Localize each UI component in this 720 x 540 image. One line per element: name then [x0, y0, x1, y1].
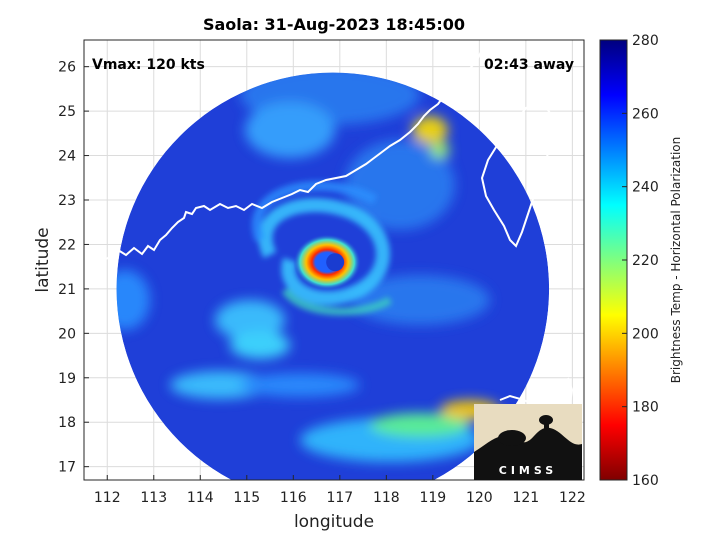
x-tick-label: 122 — [559, 490, 586, 506]
colorbar-label: Brightness Temp - Horizontal Polarizatio… — [669, 137, 683, 384]
spiral-band — [252, 180, 393, 316]
colorbar: 160 180 200 220 240 260 280 Brightness Temp - … — [599, 33, 683, 489]
colorbar-tick-label: 280 — [632, 33, 659, 49]
y-tick-labels: 17 18 19 20 21 22 23 24 25 26 — [58, 60, 89, 476]
logo-dish — [498, 430, 526, 446]
y-tick-label: 18 — [58, 415, 76, 431]
logo-text: CIMSS — [499, 464, 557, 477]
china-coastline — [84, 41, 489, 267]
colorbar-tick-label: 160 — [632, 473, 659, 489]
y-tick-label: 21 — [58, 282, 76, 298]
y-tick-label: 17 — [58, 460, 76, 476]
x-tick-labels: 112 113 114 115 116 117 118 119 120 121 122 — [94, 475, 586, 506]
x-tick-label: 116 — [280, 490, 307, 506]
y-tick-label: 19 — [58, 371, 76, 387]
colorbar-tick-label: 260 — [632, 106, 659, 122]
x-tick-label: 118 — [373, 490, 400, 506]
colorbar-tick-label: 240 — [632, 180, 659, 196]
x-tick-label: 117 — [326, 490, 353, 506]
colorbar-tick-label: 180 — [632, 400, 659, 416]
x-tick-label: 120 — [466, 490, 493, 506]
rainbands — [116, 72, 500, 462]
plot-frame — [83, 39, 585, 481]
colorbar-tick-label: 200 — [632, 326, 659, 342]
y-tick-label: 24 — [58, 149, 76, 165]
chart-title: Saola: 31-Aug-2023 18:45:00 — [203, 15, 465, 34]
luzon-coast-2 — [499, 394, 537, 407]
x-tick-label: 112 — [94, 490, 121, 506]
x-tick-label: 113 — [140, 490, 167, 506]
cimss-logo: CIMSS — [474, 404, 582, 480]
logo-tower — [539, 415, 553, 425]
colorbar-tick-label: 220 — [632, 253, 659, 269]
y-tick-label: 26 — [58, 60, 76, 76]
y-tick-label: 25 — [58, 104, 76, 120]
x-tick-label: 119 — [419, 490, 446, 506]
eyewall — [293, 234, 362, 291]
colorbar-ticks: 160 180 200 220 240 260 280 — [622, 33, 659, 489]
x-tick-label: 115 — [233, 490, 260, 506]
y-axis-label: latitude — [33, 227, 53, 292]
y-tick-label: 20 — [58, 326, 76, 342]
y-tick-label: 22 — [58, 237, 76, 253]
vmax-label: Vmax: 120 kts — [92, 57, 205, 73]
x-tick-label: 114 — [187, 490, 214, 506]
taiwan-coastline — [480, 102, 558, 248]
hainan-coastline — [538, 357, 551, 370]
microwave-swath — [116, 72, 550, 480]
plot-area: 112 113 114 115 116 117 118 119 120 121 122 17 18 19… — [33, 15, 586, 532]
x-axis-label: longitude — [294, 512, 374, 532]
y-tick-label: 23 — [58, 193, 76, 209]
time-away-label: 02:43 away — [484, 57, 574, 73]
x-tick-label: 121 — [512, 490, 539, 506]
